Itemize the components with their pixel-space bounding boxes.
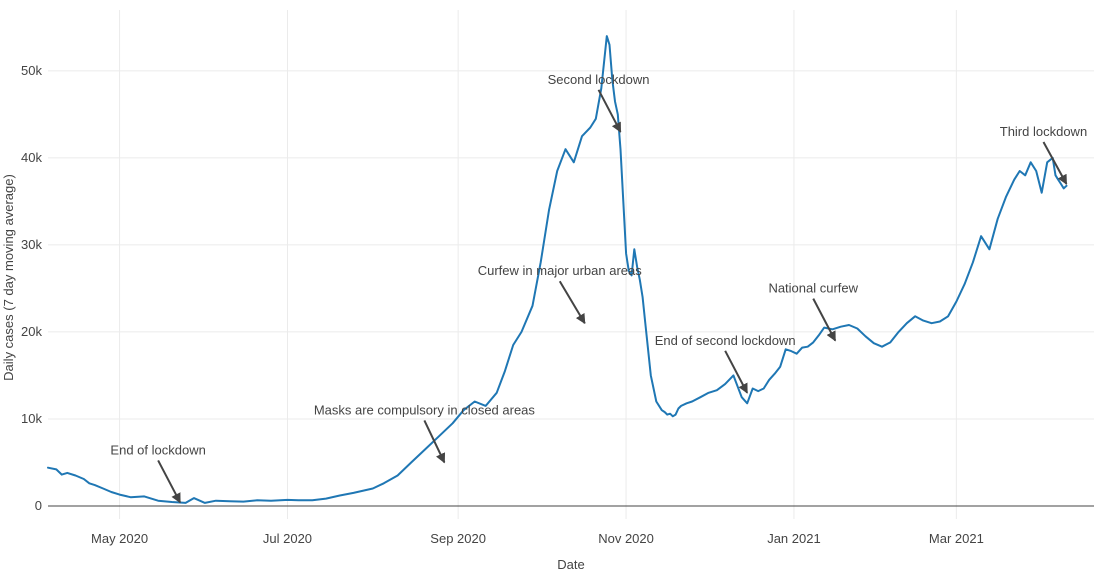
y-tick-label: 40k — [21, 150, 42, 165]
annotation-label: Second lockdown — [548, 72, 650, 87]
y-tick-label: 30k — [21, 237, 42, 252]
axes: May 2020 Jul 2020 Sep 2020 Nov 2020 Jan 2021… — [21, 63, 1094, 546]
x-tick-label: Nov 2020 — [598, 531, 654, 546]
x-tick-label: Sep 2020 — [430, 531, 486, 546]
y-tick-label: 20k — [21, 324, 42, 339]
annotations: End of lockdown Masks are compulsory in c… — [110, 72, 1087, 504]
y-tick-label: 0 — [35, 498, 42, 513]
annotation-arrow — [157, 460, 182, 504]
y-tick-label: 10k — [21, 411, 42, 426]
annotation-label: Curfew in major urban areas — [478, 263, 643, 278]
y-tick-label: 50k — [21, 63, 42, 78]
x-axis-title: Date — [557, 557, 584, 571]
annotation-arrow — [597, 89, 622, 133]
series — [47, 35, 1068, 504]
annotation-arrow — [812, 298, 837, 342]
y-axis-title: Daily cases (7 day moving average) — [1, 174, 16, 381]
annotation-label: Third lockdown — [1000, 124, 1087, 139]
annotation-label: End of second lockdown — [655, 333, 796, 348]
x-tick-label: Mar 2021 — [929, 531, 984, 546]
x-tick-label: Jul 2020 — [263, 531, 312, 546]
annotation-arrow — [423, 420, 446, 464]
annotation-arrow — [724, 350, 749, 394]
annotation-label: Masks are compulsory in closed areas — [314, 402, 536, 417]
annotation-label: National curfew — [768, 281, 858, 296]
grid — [48, 10, 1094, 519]
x-tick-label: May 2020 — [91, 531, 148, 546]
series-line — [47, 35, 1068, 504]
annotation-arrow — [1042, 141, 1068, 185]
annotation-label: End of lockdown — [110, 442, 205, 457]
annotation-arrow — [558, 280, 586, 325]
x-tick-label: Jan 2021 — [767, 531, 821, 546]
